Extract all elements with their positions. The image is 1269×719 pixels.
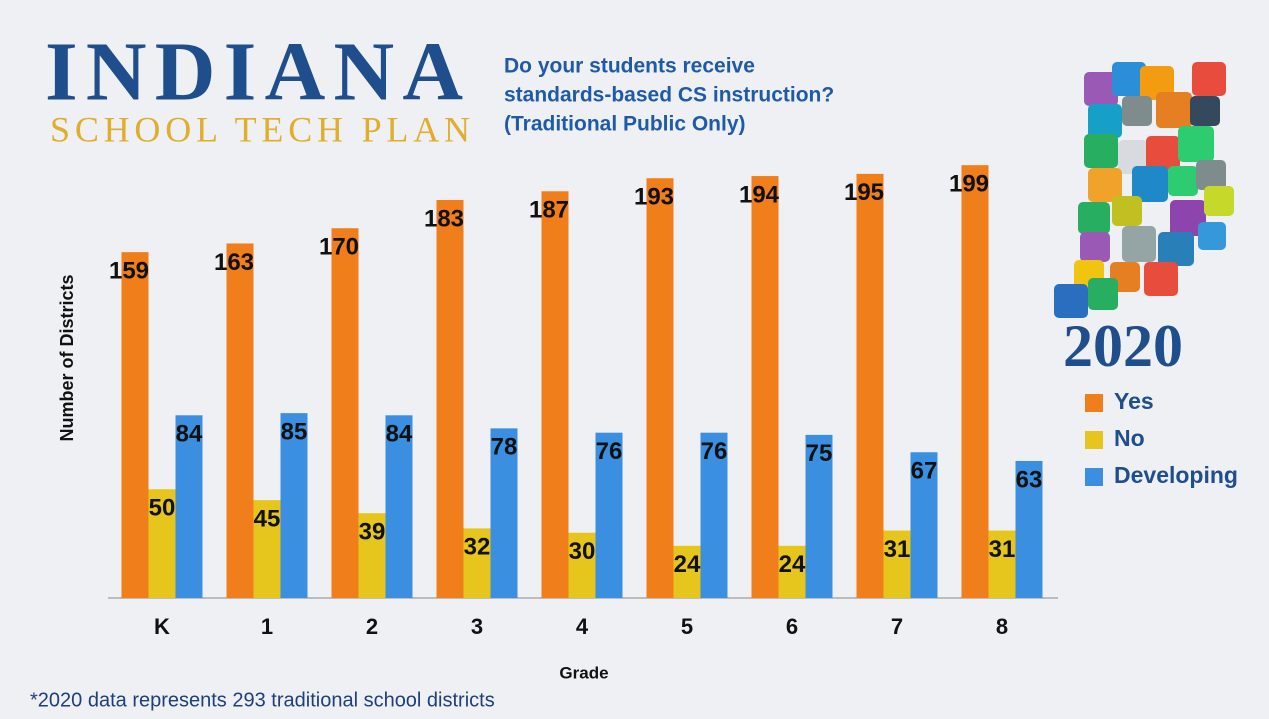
bar bbox=[568, 532, 596, 598]
data-label: 39 bbox=[359, 519, 386, 546]
bar bbox=[856, 173, 884, 598]
data-label: 63 bbox=[1016, 466, 1043, 493]
data-label: 32 bbox=[464, 534, 491, 561]
data-label: 45 bbox=[254, 505, 281, 532]
data-label: 84 bbox=[386, 421, 413, 448]
data-label: 67 bbox=[911, 458, 938, 485]
bar bbox=[805, 434, 833, 598]
bar bbox=[988, 530, 1016, 598]
x-tick-label: 4 bbox=[576, 614, 589, 639]
x-tick-label: K bbox=[154, 614, 170, 639]
footnote: *2020 data represents 293 traditional sc… bbox=[30, 689, 495, 711]
data-label: 76 bbox=[596, 438, 623, 465]
data-label: 85 bbox=[281, 418, 308, 445]
y-axis-label: Number of Districts bbox=[57, 274, 77, 441]
data-label: 193 bbox=[634, 184, 674, 211]
bar bbox=[673, 545, 701, 598]
bar bbox=[700, 432, 728, 598]
bar bbox=[751, 176, 779, 599]
x-axis-label: Grade bbox=[559, 663, 608, 682]
data-label: 84 bbox=[176, 421, 203, 448]
legend-label: No bbox=[1114, 425, 1145, 451]
bar bbox=[121, 252, 149, 599]
logo-title: INDIANA bbox=[45, 25, 463, 118]
data-label: 183 bbox=[424, 205, 464, 232]
bar bbox=[541, 191, 569, 598]
bar bbox=[910, 452, 938, 598]
data-label: 30 bbox=[569, 538, 596, 565]
title-line: standards-based CS instruction? bbox=[504, 84, 834, 107]
data-label: 24 bbox=[674, 551, 701, 578]
icon-collage bbox=[1054, 62, 1234, 318]
bar bbox=[175, 415, 203, 598]
bar bbox=[358, 513, 386, 598]
x-tick-label: 7 bbox=[891, 614, 903, 639]
bar bbox=[148, 489, 176, 598]
data-label: 170 bbox=[319, 234, 359, 261]
bar bbox=[463, 528, 491, 598]
data-label: 75 bbox=[806, 440, 833, 467]
bar bbox=[595, 432, 623, 598]
data-label: 195 bbox=[844, 179, 884, 206]
x-tick-label: 6 bbox=[786, 614, 798, 639]
data-label: 159 bbox=[109, 258, 149, 285]
bar bbox=[385, 415, 413, 598]
bar bbox=[226, 243, 254, 598]
bar bbox=[253, 500, 281, 598]
title-line: (Traditional Public Only) bbox=[504, 113, 746, 136]
x-tick-label: 2 bbox=[366, 614, 378, 639]
bar bbox=[331, 228, 359, 598]
x-tick-label: 3 bbox=[471, 614, 483, 639]
data-label: 78 bbox=[491, 434, 518, 461]
bar bbox=[436, 199, 464, 598]
data-label: 187 bbox=[529, 197, 569, 224]
legend-swatch bbox=[1085, 468, 1103, 486]
title: Do your students receive standards-based… bbox=[504, 55, 834, 136]
data-label: 50 bbox=[149, 495, 176, 522]
legend-swatch bbox=[1085, 394, 1103, 412]
bar bbox=[778, 545, 806, 598]
x-tick-label: 1 bbox=[261, 614, 273, 639]
bar bbox=[280, 413, 308, 598]
x-tick-label: 5 bbox=[681, 614, 693, 639]
data-label: 194 bbox=[739, 181, 780, 208]
bar bbox=[1015, 460, 1043, 598]
bar bbox=[490, 428, 518, 598]
legend-title: 2020 bbox=[1063, 313, 1183, 379]
data-label: 31 bbox=[884, 536, 911, 563]
legend-label: Developing bbox=[1114, 462, 1238, 488]
x-tick-label: 8 bbox=[996, 614, 1008, 639]
bar bbox=[883, 530, 911, 598]
data-label: 24 bbox=[779, 551, 806, 578]
data-label: 31 bbox=[989, 536, 1016, 563]
data-label: 163 bbox=[214, 249, 254, 276]
title-line: Do your students receive bbox=[504, 55, 755, 78]
data-label: 76 bbox=[701, 438, 728, 465]
legend-swatch bbox=[1085, 431, 1103, 449]
legend-label: Yes bbox=[1114, 388, 1154, 414]
bar bbox=[961, 165, 989, 599]
bar bbox=[646, 178, 674, 598]
data-label: 199 bbox=[949, 171, 989, 198]
